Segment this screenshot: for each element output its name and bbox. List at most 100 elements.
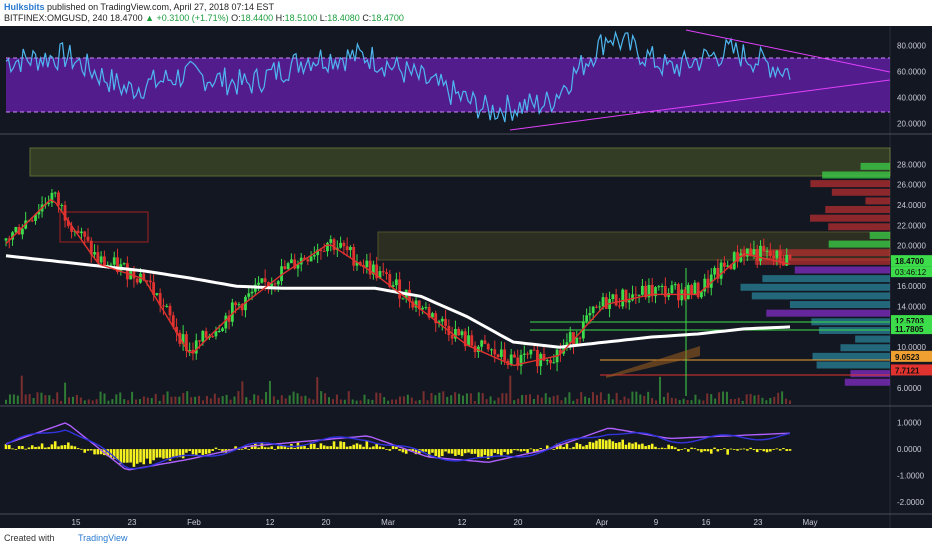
chart-svg[interactable]: 80.0000 60.0000 40.0000 20.0000 — [0, 26, 932, 528]
candle-body — [696, 282, 700, 298]
candle-body — [263, 278, 267, 283]
volume-bar — [398, 396, 401, 404]
candle-body — [349, 246, 352, 251]
candle-body — [585, 315, 589, 322]
chart-area[interactable]: 80.0000 60.0000 40.0000 20.0000 — [0, 26, 932, 528]
macd-hist-bar — [211, 449, 214, 451]
candle-body — [260, 278, 264, 283]
candle-body — [385, 272, 388, 275]
rsi-trend-lower — [509, 79, 891, 131]
macd-hist-bar — [529, 448, 533, 450]
volume-bar — [158, 400, 161, 404]
volume-bar — [71, 396, 74, 404]
author-name[interactable]: Hulksbits — [4, 2, 45, 12]
volume-profile-bar — [816, 361, 890, 369]
volume-bar — [745, 394, 748, 404]
candle-body — [96, 252, 100, 263]
macd-hist-bar — [263, 447, 267, 450]
candle-body — [470, 335, 474, 346]
low-value: 18.4080 — [327, 13, 360, 23]
macd-hist-bar — [631, 443, 634, 450]
candle-body — [270, 283, 274, 287]
candle-body — [198, 340, 201, 342]
volume-profile-bar — [766, 309, 890, 317]
volume-bar — [272, 396, 275, 404]
volume-bar — [52, 399, 55, 404]
price-marker-label: 9.0523 — [895, 353, 920, 362]
macd-pane[interactable]: 1.0000 0.0000 -1.0000 -2.0000 — [0, 419, 932, 515]
rsi-pane[interactable]: 80.0000 60.0000 40.0000 20.0000 — [0, 29, 932, 135]
volume-bar — [603, 399, 606, 404]
volume-bar — [20, 375, 23, 404]
volume-bar — [725, 391, 728, 404]
macd-hist-bar — [316, 447, 319, 450]
candle-body — [729, 265, 733, 270]
price-marker-label: 11.7805 — [895, 325, 924, 334]
macd-hist-bar — [358, 444, 362, 450]
volume-bar — [761, 397, 764, 404]
macd-hist-bar — [339, 441, 342, 450]
volume-profile-bar — [810, 180, 890, 188]
volume-bar — [229, 399, 232, 404]
volume-bar — [375, 392, 378, 404]
candle-body — [706, 278, 710, 288]
volume-bar — [245, 397, 248, 404]
candle-body — [394, 279, 398, 286]
volume-bar — [623, 396, 626, 404]
volume-bar — [548, 397, 551, 404]
candle-body — [434, 313, 438, 324]
candle-body — [211, 336, 215, 338]
candle-body — [424, 307, 428, 309]
volume-bar — [60, 400, 63, 404]
candle-body — [565, 342, 569, 347]
sma-long-line — [5, 254, 791, 349]
macd-hist-bar — [503, 449, 506, 453]
volume-profile-bar — [865, 197, 890, 205]
volume-bar — [209, 398, 212, 404]
volume-bar — [395, 399, 398, 404]
volume-bar — [670, 397, 673, 404]
volume-bar — [8, 394, 11, 404]
price-pane[interactable]: 28.0000 26.0000 24.0000 22.0000 20.0000 18.47… — [0, 147, 932, 407]
volume-bar — [36, 392, 39, 404]
rsi-tick-label: 80.0000 — [897, 42, 926, 51]
volume-bar — [182, 392, 185, 404]
macd-hist-bar — [280, 445, 283, 450]
volume-bar — [789, 400, 791, 404]
volume-bar — [166, 391, 169, 404]
candle-body — [14, 226, 18, 233]
volume-bar — [454, 392, 457, 404]
macd-hist-bar — [516, 449, 520, 451]
volume-profile-bar — [825, 206, 890, 214]
volume-bar — [56, 392, 59, 404]
macd-tick-label: -2.0000 — [897, 498, 925, 507]
price-marker-box — [891, 323, 932, 335]
macd-hist-bar — [70, 445, 73, 450]
volume-bar — [83, 400, 86, 404]
macd-hist-bar — [142, 449, 146, 465]
volume-profile-bar — [860, 162, 890, 170]
candle-body — [490, 349, 493, 351]
candle-body — [152, 282, 156, 295]
price-marker-label: 18.4700 — [895, 257, 924, 266]
candle-body — [368, 260, 372, 275]
volume-bar — [785, 398, 788, 404]
candle-body — [4, 238, 8, 241]
volume-bar — [237, 391, 240, 404]
volume-bar — [241, 381, 244, 404]
macd-hist-bar — [63, 445, 67, 450]
candle-body — [480, 340, 484, 347]
macd-hist-bar — [99, 449, 103, 455]
volume-bar — [217, 397, 220, 404]
macd-hist-bar — [47, 447, 50, 450]
volume-bar — [733, 399, 736, 404]
volume-bar — [174, 396, 177, 404]
tradingview-link[interactable]: TradingView — [78, 533, 128, 543]
macd-hist-bar — [434, 449, 438, 456]
candle-body — [575, 337, 579, 346]
volume-bar — [12, 394, 15, 404]
published-text: published on TradingView.com, April 27, … — [47, 2, 275, 12]
macd-hist-bar — [122, 449, 126, 463]
macd-hist-bar — [706, 449, 710, 452]
macd-hist-bar — [500, 449, 503, 457]
